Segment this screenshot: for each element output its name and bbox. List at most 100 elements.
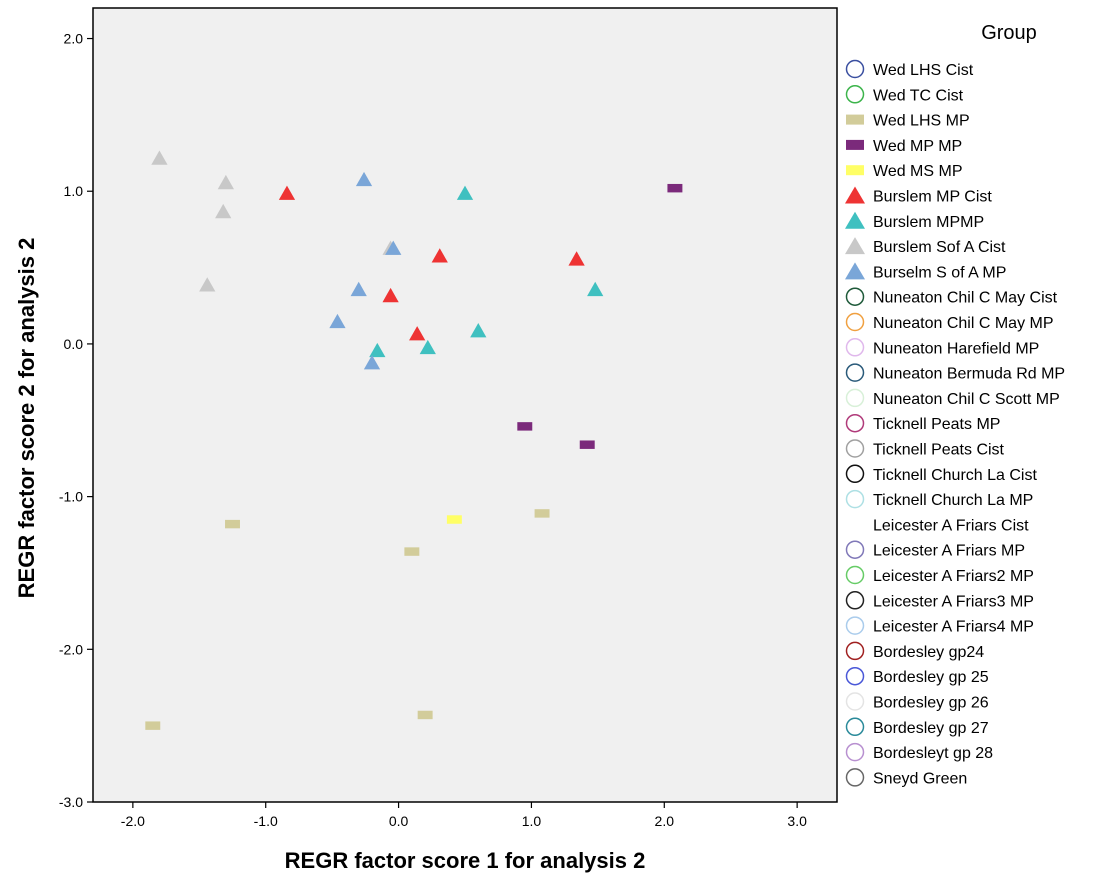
legend-label: Bordesley gp 27 bbox=[873, 720, 989, 737]
legend-label: Nuneaton Bermuda Rd MP bbox=[873, 366, 1065, 383]
legend-item: Leicester A Friars Cist bbox=[873, 517, 1029, 534]
legend-marker bbox=[846, 114, 864, 125]
legend-item: Wed LHS Cist bbox=[845, 59, 974, 79]
legend-marker bbox=[845, 616, 865, 635]
data-point bbox=[369, 342, 386, 358]
y-axis-title: REGR factor score 2 for analysis 2 bbox=[14, 238, 39, 599]
data-point bbox=[329, 313, 346, 329]
data-point bbox=[534, 509, 550, 518]
legend-item: Nuneaton Bermuda Rd MP bbox=[845, 363, 1065, 383]
x-tick-label: 0.0 bbox=[389, 813, 409, 829]
x-tick-label: 2.0 bbox=[655, 813, 675, 829]
legend-item: Bordesleyt gp 28 bbox=[845, 742, 993, 762]
legend-label: Leicester A Friars2 MP bbox=[873, 568, 1034, 585]
legend-item: Burslem MP Cist bbox=[845, 186, 992, 206]
plot-area bbox=[92, 7, 838, 803]
x-axis-title: REGR factor score 1 for analysis 2 bbox=[285, 848, 646, 873]
x-axis: -2.0 -1.0 0.0 1.0 2.0 3.0 bbox=[121, 802, 807, 829]
data-point bbox=[215, 203, 232, 219]
legend-item: Leicester A Friars4 MP bbox=[845, 616, 1034, 636]
legend: Wed LHS Cist Wed TC Cist Wed LHS MP Wed MP … bbox=[845, 59, 1065, 787]
legend-label: Sneyd Green bbox=[873, 770, 967, 787]
legend-marker bbox=[845, 439, 865, 458]
legend-marker bbox=[845, 312, 865, 332]
data-point bbox=[579, 440, 595, 449]
legend-item: Bordesley gp 27 bbox=[845, 717, 989, 737]
legend-item: Nuneaton Chil C May Cist bbox=[845, 287, 1058, 307]
legend-item: Burslem Sof A Cist bbox=[845, 237, 1006, 256]
legend-item: Nuneaton Chil C May MP bbox=[845, 312, 1054, 332]
legend-marker bbox=[845, 211, 865, 229]
legend-label: Ticknell Peats MP bbox=[873, 416, 1000, 433]
legend-item: Wed LHS MP bbox=[846, 113, 970, 130]
data-point bbox=[145, 721, 161, 730]
data-points bbox=[145, 150, 683, 730]
legend-marker bbox=[845, 186, 865, 204]
legend-item: Wed MS MP bbox=[846, 163, 963, 180]
legend-title: Group bbox=[981, 22, 1037, 44]
legend-item: Ticknell Peats MP bbox=[845, 413, 1000, 433]
data-point bbox=[151, 150, 168, 165]
legend-label: Burslem MP Cist bbox=[873, 189, 992, 206]
data-point bbox=[456, 185, 474, 200]
data-point bbox=[587, 281, 604, 297]
legend-marker bbox=[845, 666, 865, 686]
data-point bbox=[217, 174, 234, 190]
legend-label: Bordesley gp24 bbox=[873, 644, 984, 661]
legend-marker bbox=[845, 591, 865, 610]
data-point bbox=[199, 277, 216, 292]
legend-marker bbox=[845, 717, 865, 737]
legend-label: Wed LHS MP bbox=[873, 113, 970, 130]
legend-label: Leicester A Friars MP bbox=[873, 543, 1025, 560]
legend-item: Burselm S of A MP bbox=[845, 262, 1006, 281]
y-axis: -3.0 -2.0 -1.0 0.0 1.0 2.0 bbox=[59, 31, 93, 810]
legend-label: Ticknell Peats Cist bbox=[873, 442, 1005, 459]
legend-label: Nuneaton Chil C May MP bbox=[873, 315, 1054, 332]
legend-marker bbox=[845, 464, 865, 484]
legend-label: Burselm S of A MP bbox=[873, 264, 1006, 281]
data-point bbox=[278, 185, 296, 200]
y-tick-label: -3.0 bbox=[59, 794, 83, 810]
legend-label: Ticknell Church La MP bbox=[873, 492, 1033, 509]
legend-label: Bordesley gp 26 bbox=[873, 695, 989, 712]
legend-item: Bordesley gp 25 bbox=[845, 666, 989, 686]
legend-marker bbox=[845, 363, 865, 382]
legend-item: Leicester A Friars2 MP bbox=[845, 565, 1034, 585]
legend-label: Leicester A Friars Cist bbox=[873, 517, 1029, 534]
legend-marker bbox=[845, 565, 865, 585]
legend-marker bbox=[845, 641, 865, 661]
data-point bbox=[409, 326, 426, 341]
legend-item: Leicester A Friars3 MP bbox=[845, 591, 1034, 610]
data-point bbox=[363, 355, 381, 370]
data-point bbox=[385, 240, 402, 255]
x-tick-label: 1.0 bbox=[522, 813, 542, 829]
data-point bbox=[419, 339, 436, 355]
legend-label: Nuneaton Harefield MP bbox=[873, 340, 1039, 357]
data-point bbox=[517, 422, 533, 431]
y-tick-label: -1.0 bbox=[59, 489, 83, 505]
legend-marker bbox=[845, 85, 865, 104]
legend-label: Wed MP MP bbox=[873, 138, 962, 155]
data-point bbox=[350, 281, 367, 297]
legend-item: Leicester A Friars MP bbox=[845, 540, 1025, 560]
data-point bbox=[417, 710, 433, 720]
data-point bbox=[568, 251, 585, 266]
legend-marker bbox=[845, 742, 865, 762]
legend-marker bbox=[845, 237, 865, 255]
x-tick-label: -1.0 bbox=[254, 813, 278, 829]
legend-item: Burslem MPMP bbox=[845, 211, 984, 231]
legend-item: Nuneaton Harefield MP bbox=[845, 338, 1039, 357]
y-tick-label: 2.0 bbox=[64, 31, 84, 47]
x-tick-label: -2.0 bbox=[121, 813, 145, 829]
legend-item: Bordesley gp24 bbox=[845, 641, 984, 661]
legend-item: Ticknell Church La Cist bbox=[845, 464, 1037, 484]
legend-marker bbox=[845, 540, 865, 559]
legend-label: Ticknell Church La Cist bbox=[873, 467, 1037, 484]
x-tick-label: 3.0 bbox=[787, 813, 807, 829]
legend-marker bbox=[845, 413, 865, 433]
legend-item: Sneyd Green bbox=[845, 768, 967, 787]
legend-label: Wed TC Cist bbox=[873, 87, 964, 104]
y-tick-label: -2.0 bbox=[59, 641, 83, 657]
data-point bbox=[225, 519, 240, 529]
legend-item: Ticknell Peats Cist bbox=[845, 439, 1005, 459]
